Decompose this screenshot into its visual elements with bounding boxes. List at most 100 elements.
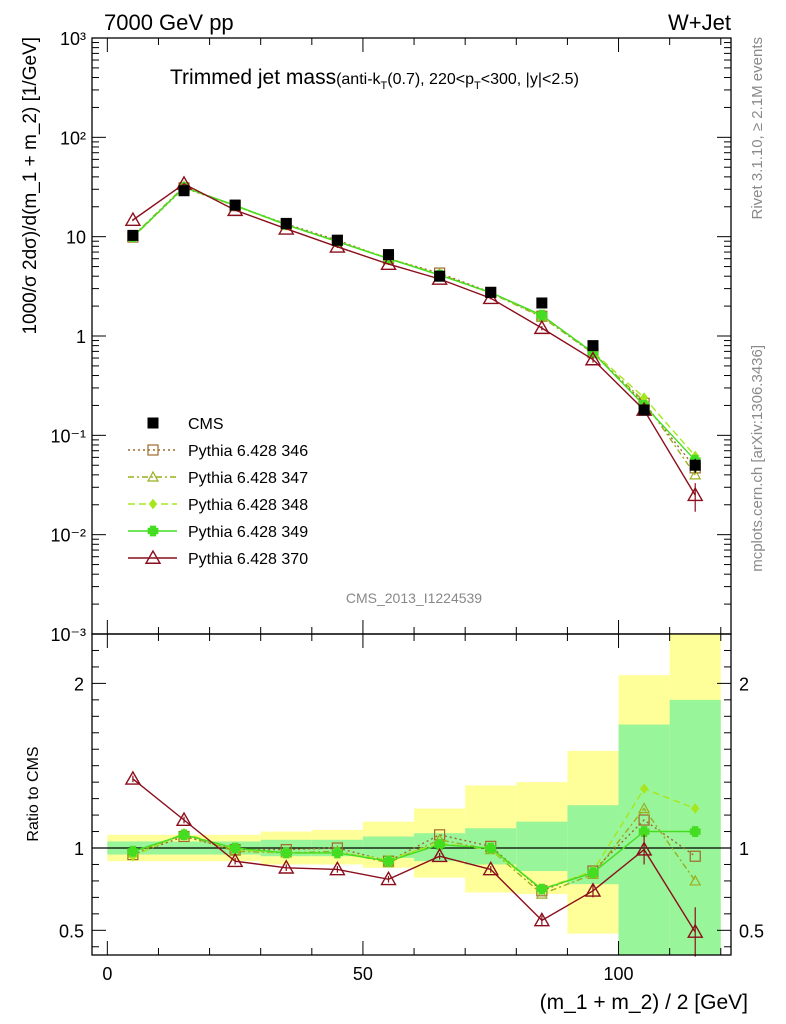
main-y-tick-label: 10⁻¹ (50, 426, 86, 446)
data-point (380, 255, 397, 271)
series-triangle-solid (124, 175, 704, 512)
ratio-y-tick-label-right: 0.5 (739, 921, 764, 941)
series-cms (127, 185, 701, 473)
ratio-point (635, 841, 653, 856)
legend-entry: Pythia 6.428 370 (128, 549, 308, 568)
ratio-point (689, 874, 702, 886)
main-y-tick-label: 10 (66, 228, 86, 248)
data-point (536, 309, 548, 321)
ratio-y-tick-label-right: 1 (739, 839, 749, 859)
ratio-point (127, 845, 139, 857)
ratio-point (638, 826, 650, 837)
ratio-point (383, 855, 394, 867)
legend-marker (147, 417, 159, 429)
legend-label: Pythia 6.428 349 (188, 524, 308, 541)
cms-data-point (638, 404, 650, 416)
plot-title: Trimmed jet mass(anti-kT(0.7), 220<pT<30… (170, 66, 579, 92)
ratio-point (638, 814, 650, 826)
legend-label: Pythia 6.428 346 (188, 443, 308, 460)
main-y-tick-label: 10³ (60, 29, 86, 49)
legend-marker (147, 525, 159, 537)
data-point (533, 319, 551, 335)
legend-marker (148, 498, 158, 510)
ratio-axis-ticks: 0 50 100 0.5 0.5 1 1 2 2 (59, 634, 764, 984)
ratio-point (380, 870, 397, 886)
legend: CMS Pythia 6.428 346 Pythia 6.428 347 Pythi… (128, 416, 308, 568)
legend-label: Pythia 6.428 347 (188, 470, 308, 487)
legend-marker (146, 470, 160, 482)
ratio-point (687, 923, 704, 938)
ratio-y-tick-label-right: 2 (739, 674, 749, 694)
mcplots-label: mcplots.cern.ch [arXiv:1306.3436] (749, 345, 766, 572)
main-y-axis-title: 1000/σ 2dσ)/d(m_1 + m_2) [1/GeV] (20, 37, 41, 335)
legend-label: CMS (188, 416, 224, 433)
title-rest: <300, |y|<2.5) (481, 71, 579, 88)
ratio-uncertainty-bands (107, 634, 721, 955)
ratio-point (485, 842, 497, 854)
ratio-point (482, 860, 499, 876)
ratio-point (178, 829, 190, 841)
series-line (132, 186, 696, 461)
ratio-point (533, 912, 551, 927)
main-plot-frame (91, 37, 732, 635)
ratio-point (175, 811, 193, 826)
rivet-version-label: Rivet 3.1.10, ≥ 2.1M events (749, 37, 766, 220)
ratio-point (229, 842, 241, 854)
title-alg-sub: T (381, 80, 388, 92)
ratio-point (329, 860, 346, 876)
data-point (689, 468, 702, 480)
main-y-tick-label: 1 (76, 327, 86, 347)
ratio-series-cross-solid (127, 826, 701, 895)
main-y-tick-label: 10⁻² (50, 526, 86, 546)
ratio-line (132, 787, 696, 890)
main-axis-ticks: 10⁻³ 10⁻² 10⁻¹ 1 10 10² 10³ (50, 29, 731, 645)
ratio-point (226, 852, 244, 868)
ratio-point (434, 839, 446, 851)
title-cone: (0.7), 220<p (387, 71, 474, 88)
ratio-line (132, 830, 696, 890)
legend-label: Pythia 6.428 370 (188, 551, 308, 568)
cms-data-point (587, 340, 599, 352)
legend-entry: Pythia 6.428 347 (128, 470, 308, 487)
ratio-x-tick-label: 100 (604, 964, 634, 984)
ratio-point (689, 826, 701, 837)
process-label: W+Jet (668, 10, 731, 35)
ratio-series-group (124, 770, 704, 957)
legend-marker (147, 444, 159, 456)
ratio-point (536, 883, 548, 895)
ratio-point (689, 850, 701, 862)
legend-marker (144, 549, 162, 564)
ratio-point (124, 770, 142, 785)
legend-entry: Pythia 6.428 346 (128, 443, 308, 460)
inner-uncertainty-band (362, 836, 415, 858)
cms-data-point (127, 229, 139, 241)
ratio-line (132, 778, 696, 933)
data-point (584, 351, 602, 366)
main-y-tick-label: 10² (60, 128, 86, 148)
ratio-point (639, 783, 649, 795)
title-pt-sub: T (474, 80, 481, 92)
ratio-y-tick-label-left: 2 (74, 674, 84, 694)
cms-data-point (382, 249, 394, 261)
data-point (329, 238, 346, 253)
ratio-y-tick-label-left: 0.5 (59, 921, 84, 941)
ratio-point (691, 803, 700, 814)
x-axis-title: (m_1 + m_2) / 2 [GeV] (540, 991, 748, 1014)
legend-entry: Pythia 6.428 349 (128, 524, 308, 541)
legend-entry: CMS (147, 416, 224, 433)
ratio-point (587, 867, 599, 879)
ratio-y-tick-label-left: 1 (74, 839, 84, 859)
title-main: Trimmed jet mass (170, 66, 336, 89)
cms-data-point (689, 459, 701, 471)
ratio-series-triangle-solid (124, 770, 704, 957)
main-series-group (124, 175, 704, 512)
data-point (687, 486, 704, 502)
series-line (132, 183, 696, 496)
ratio-point (638, 802, 651, 814)
cms-data-point (434, 270, 446, 282)
cms-data-point (229, 199, 241, 211)
ratio-point (278, 859, 295, 874)
ratio-point (431, 847, 448, 863)
ratio-point (584, 882, 602, 897)
